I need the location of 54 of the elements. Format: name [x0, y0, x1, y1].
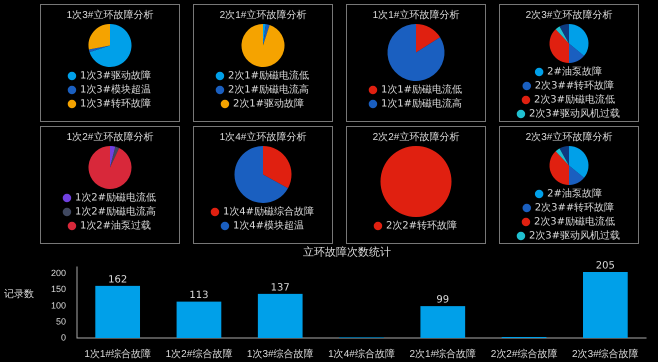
chart-title: 2次2#立环故障分析: [372, 130, 460, 143]
y-tick-label: 50: [56, 316, 66, 326]
bar: [420, 306, 466, 338]
legend-label: 1次2#油泵过载: [80, 220, 152, 232]
data-label: 137: [270, 282, 290, 294]
x-tick-label: 1次1#综合故障: [84, 348, 151, 360]
x-tick-label: 2次3#综合故障: [572, 348, 639, 360]
chart-title: 1次1#立环故障分析: [372, 8, 460, 21]
y-axis-title: 记录数: [4, 288, 34, 300]
data-label: 113: [189, 290, 208, 302]
bar: [176, 302, 222, 338]
text: 1次4#立环故障分析: [220, 130, 306, 143]
x-tick-label: 1次4#综合故障: [328, 348, 395, 360]
legend-label: 1次4#励磁综合故障: [222, 206, 314, 218]
data-label: 205: [596, 260, 615, 272]
legend-label: 2次3#励磁电流低: [534, 94, 616, 106]
chart-title: 立环故障次数统计: [303, 246, 391, 259]
legend-label: 2#油泵故障: [547, 66, 602, 78]
legend-label: 1次3#驱动故障: [80, 70, 152, 82]
y-tick-label: 100: [50, 300, 66, 310]
legend-label: 1次1#励磁电流高: [380, 98, 462, 110]
legend-label: 2次2#转环故障: [386, 220, 458, 232]
data-label: 162: [108, 274, 128, 286]
legend-label: 2次1#励磁电流低: [228, 70, 310, 82]
text: 1次2#立环故障分析: [66, 130, 154, 143]
legend-label: 2次1#励磁电流高: [228, 84, 310, 96]
legend-label: 1次2#励磁电流高: [74, 206, 156, 218]
legend-label: 2#油泵故障: [547, 188, 602, 200]
y-tick-label: 200: [50, 268, 66, 278]
text: 2次3#立环故障分析: [526, 130, 612, 143]
text: 2次3#立环故障分析: [526, 8, 612, 21]
legend-label: 1次4#模块超温: [232, 220, 304, 232]
legend-label: 1次1#励磁电流低: [380, 84, 462, 96]
legend-label: 2次3##转环故障: [534, 80, 614, 92]
x-tick-label: 1次2#综合故障: [166, 348, 232, 360]
legend-label: 2次3#励磁电流低: [534, 216, 616, 228]
legend-label: 2次1#驱动故障: [232, 98, 304, 110]
legend-label: 2次3##转环故障: [534, 202, 614, 214]
legend-label: 2次3#驱动风机过载: [528, 230, 620, 242]
y-tick-label: 150: [50, 284, 66, 294]
text: 1次3#立环故障分析: [66, 8, 154, 21]
text: 2次1#立环故障分析: [220, 8, 306, 21]
x-tick-label: 2次1#综合故障: [409, 348, 476, 360]
x-tick-label: 2次2#综合故障: [490, 348, 558, 360]
legend-label: 1次3#模块超温: [80, 84, 152, 96]
legend-label: 2次3#驱动风机过载: [528, 108, 620, 120]
legend-label: 1次3#转环故障: [80, 98, 152, 110]
bar: [95, 286, 140, 338]
y-tick-label: 0: [61, 332, 66, 342]
x-tick-label: 1次3#综合故障: [246, 348, 314, 360]
legend-label: 1次2#励磁电流低: [74, 192, 156, 204]
bar: [583, 272, 628, 338]
data-label: 99: [436, 294, 450, 306]
bar: [258, 294, 303, 338]
